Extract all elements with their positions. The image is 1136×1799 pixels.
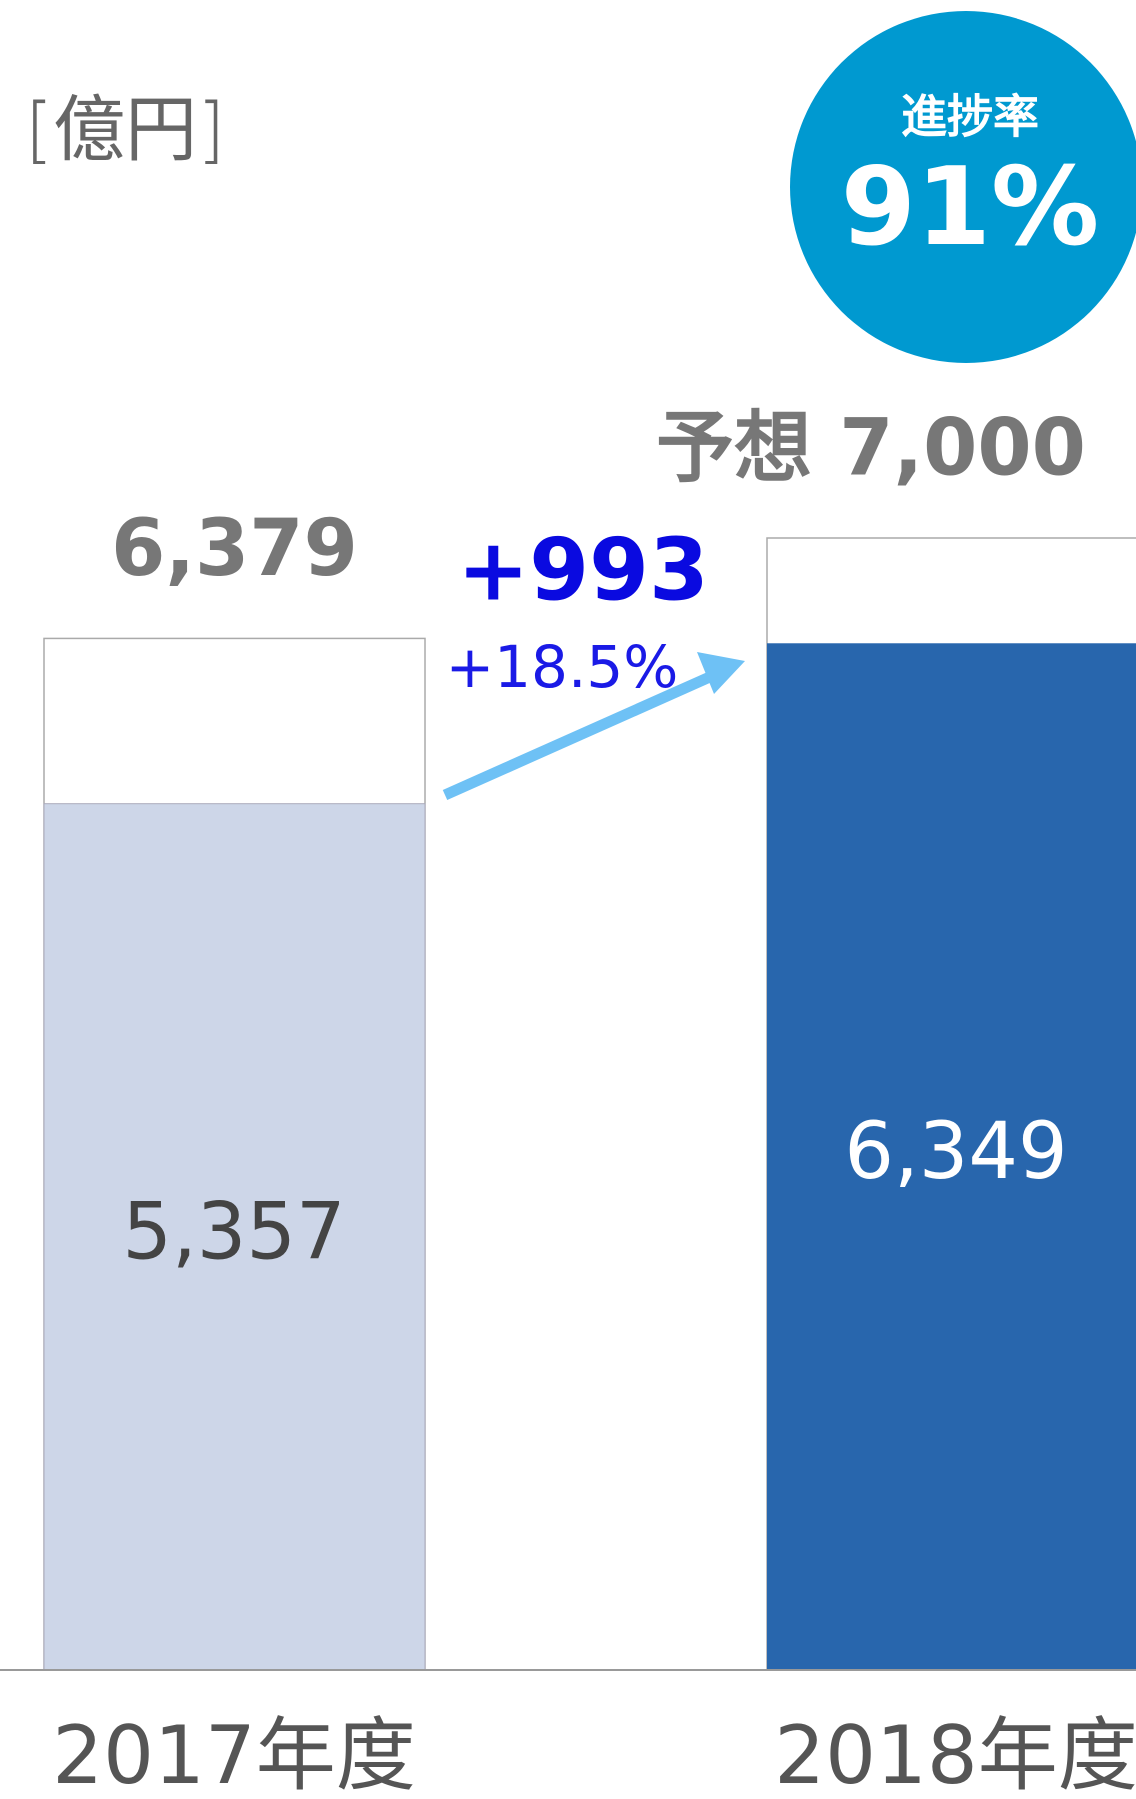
progress-badge-label: 進捗率 [901, 90, 1039, 144]
partial-label: 5,357 [122, 1187, 345, 1277]
partial-bar [43, 803, 426, 1671]
category-label: 2017年度 [52, 1709, 416, 1799]
progress-badge-value: 91% [841, 145, 1100, 270]
partial-bar [767, 643, 1136, 1670]
partial-label: 6,349 [844, 1107, 1067, 1197]
difference-label: +993 [457, 520, 709, 620]
growth-arrow-head [697, 652, 745, 694]
growth-arrow [442, 670, 715, 801]
unit-label: [億円] [25, 88, 225, 172]
total-label: 6,379 [111, 504, 358, 594]
category-label: 2018年度 [774, 1709, 1136, 1799]
progress-badge [790, 11, 1136, 363]
growth-label: +18.5% [446, 633, 679, 701]
total-label: 予想 7,000 [656, 403, 1086, 493]
